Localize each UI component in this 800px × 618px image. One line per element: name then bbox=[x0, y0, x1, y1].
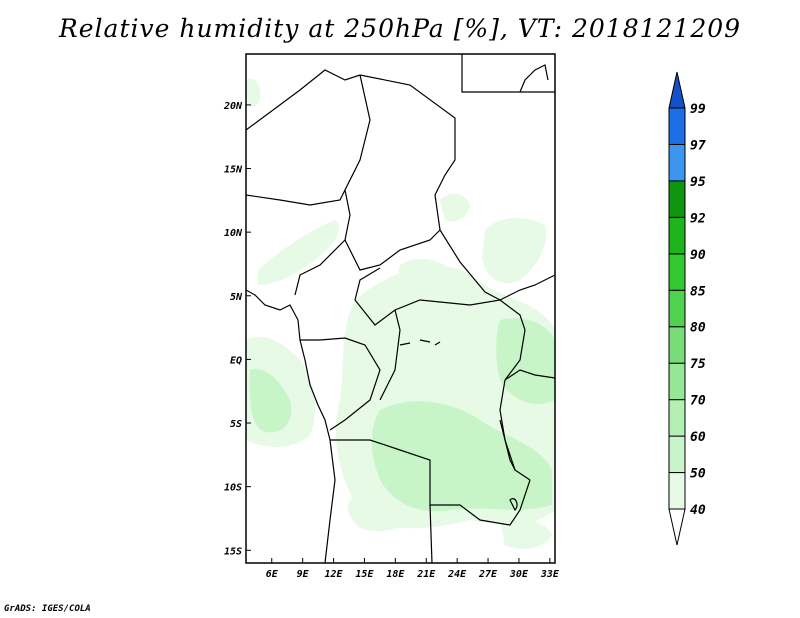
lon-tick-label: 6E bbox=[266, 569, 279, 580]
colorbar-max-tip bbox=[668, 71, 686, 109]
border-line bbox=[519, 64, 549, 93]
border-line bbox=[429, 504, 433, 563]
colorbar: 40 50 60 70 75 80 85 90 92 95 97 99 bbox=[668, 71, 706, 546]
colorbar-level-label: 70 bbox=[690, 394, 706, 409]
lat-tick-label: 20N bbox=[223, 101, 243, 112]
humidity-field-east bbox=[496, 318, 555, 404]
border-line bbox=[246, 189, 346, 206]
lon-tick-label: 12E bbox=[325, 569, 344, 580]
humidity-field-north-central bbox=[398, 258, 451, 296]
map-frame bbox=[245, 53, 556, 564]
lat-tick-label: 5N bbox=[230, 292, 243, 303]
lon-tick-label: 21E bbox=[416, 569, 436, 580]
colorbar-level-label: 75 bbox=[690, 357, 706, 372]
humidity-field-southwest bbox=[348, 495, 410, 532]
lat-tick-label: 15N bbox=[224, 165, 243, 176]
colorbar-swatch bbox=[668, 216, 686, 255]
lon-tick-label: 18E bbox=[386, 569, 405, 580]
colorbar-swatch bbox=[668, 180, 686, 218]
lon-tick-label: 27E bbox=[478, 569, 498, 580]
colorbar-swatch bbox=[668, 399, 686, 437]
lake-line bbox=[499, 419, 516, 471]
humidity-field-southeast bbox=[500, 518, 552, 549]
colorbar-swatch bbox=[668, 143, 686, 182]
colorbar-swatch bbox=[668, 107, 686, 145]
humidity-field-sahel bbox=[440, 193, 470, 222]
border-line bbox=[504, 369, 555, 381]
lon-tick-label: 15E bbox=[355, 569, 374, 580]
lake-line bbox=[399, 339, 441, 346]
humidity-field-northeast bbox=[482, 218, 547, 284]
humidity-field-northwest bbox=[258, 220, 339, 285]
colorbar-swatch bbox=[668, 472, 686, 510]
colorbar-level-label: 92 bbox=[690, 211, 706, 226]
lat-tick-label: 15S bbox=[224, 546, 242, 557]
colorbar-min-tip bbox=[668, 508, 686, 546]
map-title: Relative humidity at 250hPa [%], VT: 201… bbox=[58, 14, 742, 43]
colorbar-level-label: 40 bbox=[690, 503, 706, 518]
lon-tick-label: 33E bbox=[540, 569, 560, 580]
colorbar-swatch bbox=[668, 362, 686, 401]
humidity-field-north-edge bbox=[246, 78, 261, 107]
border-line bbox=[379, 309, 401, 401]
colorbar-swatch bbox=[668, 435, 686, 474]
colorbar-level-label: 95 bbox=[690, 175, 706, 190]
border-line bbox=[344, 229, 441, 271]
border-line bbox=[324, 439, 336, 563]
colorbar-level-label: 50 bbox=[690, 467, 706, 482]
lake-line bbox=[509, 498, 518, 512]
lat-tick-label: 10N bbox=[224, 228, 243, 239]
lon-tick-label: 24E bbox=[447, 569, 467, 580]
colorbar-level-label: 80 bbox=[690, 321, 706, 336]
lat-tick-label: 5S bbox=[230, 419, 242, 430]
coast-line bbox=[246, 289, 331, 441]
coastline bbox=[246, 289, 518, 512]
colorbar-swatch bbox=[668, 326, 686, 364]
colorbar-level-label: 60 bbox=[690, 430, 706, 445]
border-line bbox=[504, 329, 526, 381]
colorbar-level-label: 97 bbox=[690, 138, 706, 153]
colorbar-level-label: 85 bbox=[690, 284, 706, 299]
lat-tick-label: 10S bbox=[224, 483, 242, 494]
border-line bbox=[354, 299, 526, 331]
humidity-field-west-inner bbox=[249, 369, 292, 433]
country-borders bbox=[246, 54, 555, 563]
grads-credit: GrADS: IGES/COLA bbox=[4, 604, 91, 614]
border-line bbox=[300, 337, 381, 431]
lon-tick-label: 9E bbox=[297, 569, 310, 580]
border-line bbox=[294, 74, 371, 296]
border-line bbox=[354, 267, 381, 301]
humidity-field-southern-inner bbox=[371, 401, 552, 512]
colorbar-level-label: 90 bbox=[690, 248, 706, 263]
lon-tick-label: 30E bbox=[509, 569, 529, 580]
colorbar-level-label: 99 bbox=[690, 102, 706, 117]
border-line bbox=[246, 69, 555, 301]
colorbar-swatch bbox=[668, 253, 686, 291]
lat-tick-label: EQ bbox=[230, 355, 242, 366]
colorbar-swatch bbox=[668, 289, 686, 328]
humidity-shading bbox=[246, 78, 555, 549]
border-line bbox=[330, 439, 531, 526]
latitude-axis: 20N 15N 10N 5N EQ 5S 10S 15S bbox=[223, 101, 251, 557]
border-line bbox=[461, 54, 555, 93]
longitude-axis: 6E 9E 12E 15E 18E 21E 24E 27E 30E 33E bbox=[266, 558, 560, 580]
